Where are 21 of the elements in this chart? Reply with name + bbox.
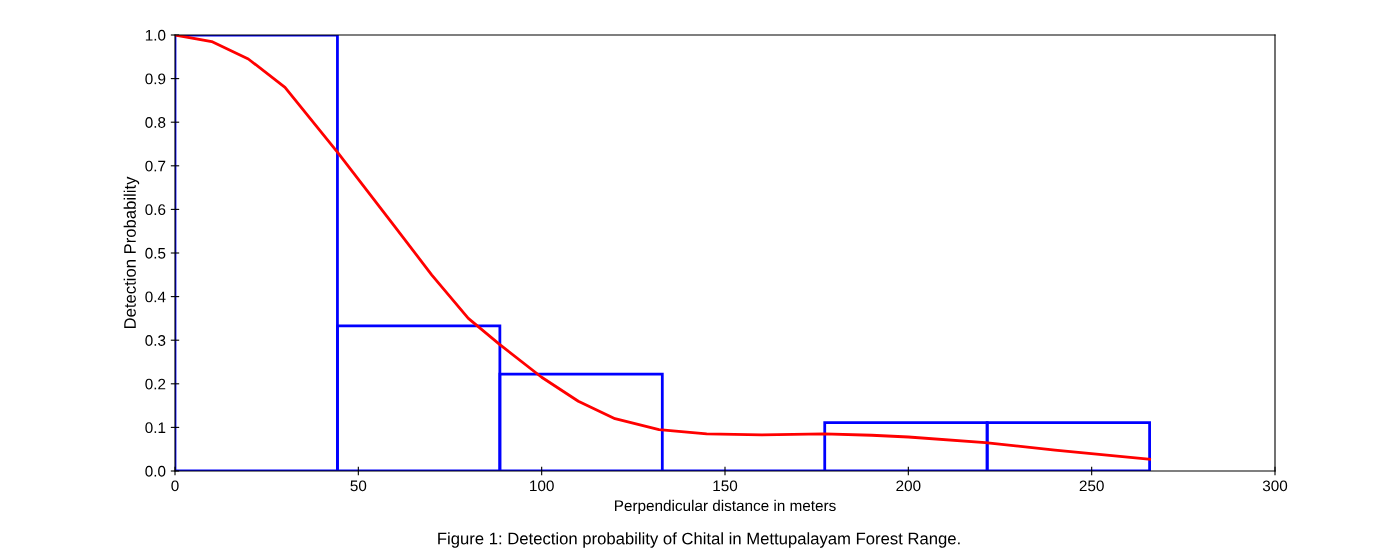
x-tick-label: 100 (530, 480, 554, 492)
x-axis-title: Perpendicular distance in meters (615, 499, 836, 515)
y-tick-label: 0.6 (145, 204, 166, 216)
x-tick-label: 300 (1262, 480, 1288, 492)
x-tick-label: 0 (171, 480, 179, 492)
y-axis-title: Detection Probability (123, 176, 140, 329)
x-tick-label: 250 (1079, 480, 1104, 492)
y-tick-label: 0.9 (145, 73, 166, 85)
y-tick-label: 0.3 (145, 335, 166, 346)
y-tick-label: 1.0 (145, 29, 166, 41)
y-tick-label: 0.1 (145, 422, 166, 434)
y-tick-label: 0.8 (145, 117, 166, 128)
y-tick-label: 0.7 (145, 160, 166, 172)
caption: Figure 1: Detection probability of Chital in Mettupalayam Forest Range. (438, 532, 960, 548)
y-tick-label: 0.0 (145, 465, 166, 477)
x-tick-label: 150 (713, 480, 738, 492)
x-tick-label: 50 (350, 480, 367, 492)
y-tick-label: 0.5 (145, 247, 166, 259)
y-tick-label: 0.4 (145, 291, 166, 303)
y-tick-label: 0.2 (145, 378, 166, 390)
x-tick-label: 200 (896, 480, 921, 492)
